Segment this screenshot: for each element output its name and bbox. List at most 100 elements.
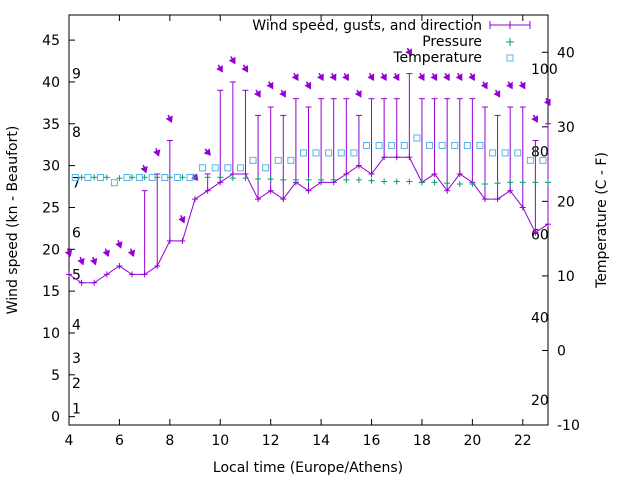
temperature-point xyxy=(136,174,144,182)
temperature-point xyxy=(249,156,257,164)
temperature-point xyxy=(262,164,270,172)
temperature-point xyxy=(350,149,358,157)
beaufort-label: 6 xyxy=(72,226,81,242)
wind-direction-arrowhead xyxy=(165,115,173,124)
wind-direction-arrowhead xyxy=(405,48,412,56)
temperature-point xyxy=(274,156,282,164)
temperature-point xyxy=(539,156,547,164)
wind-direction-arrowhead xyxy=(304,81,312,90)
axis-ticks: 4 6 8 10 12 14 16 18 20 22051015202530354045-1001… xyxy=(42,15,580,449)
temperature-point xyxy=(224,164,232,172)
temperature-point xyxy=(236,164,244,172)
temperature-point xyxy=(161,174,169,182)
wind-direction-arrowhead xyxy=(291,73,299,81)
wind-direction-arrowhead xyxy=(506,81,513,90)
y2-tick-label: -10 xyxy=(557,418,580,434)
wind-direction-arrowhead xyxy=(77,258,85,266)
beaufort-label: 5 xyxy=(72,267,81,283)
wind-direction-arrowhead xyxy=(443,73,450,81)
wind-direction-arrowhead xyxy=(228,56,236,65)
x-tick-label: 8 xyxy=(165,433,174,449)
plot-frame xyxy=(68,14,549,426)
wind-direction-arrowhead xyxy=(518,81,526,90)
legend: Wind speed, gusts, and direction Pressur… xyxy=(252,18,531,66)
y2-tick-label: 30 xyxy=(557,120,575,136)
y-tick-label: 40 xyxy=(42,75,60,91)
y2-tick-label: 40 xyxy=(557,45,575,61)
y2-tick-label: 10 xyxy=(557,269,575,285)
wind-direction-arrowhead xyxy=(203,148,211,156)
wind-direction-arrowhead xyxy=(102,249,110,258)
temperature-point xyxy=(97,174,105,182)
temperature-point xyxy=(312,149,320,157)
fahrenheit-label: 20 xyxy=(531,393,549,409)
wind-direction-arrowhead xyxy=(266,81,274,90)
wind-direction-arrowhead xyxy=(468,73,475,81)
wind-direction-arrowhead xyxy=(531,115,539,123)
beaufort-label: 7 xyxy=(72,175,81,191)
pressure-series xyxy=(78,174,551,188)
temperature-point xyxy=(299,149,307,157)
wind-direction-arrowhead xyxy=(64,249,73,258)
wind-direction-arrowhead xyxy=(342,73,349,81)
x-tick-label: 10 xyxy=(211,433,229,449)
legend-swatch-temperature xyxy=(506,54,514,62)
y-tick-label: 0 xyxy=(51,410,60,426)
wind-direction-arrowhead xyxy=(127,249,136,258)
y-tick-label: 10 xyxy=(42,326,60,342)
wind-direction-arrowhead xyxy=(455,73,463,81)
temperature-series xyxy=(71,134,547,187)
wind-series xyxy=(64,47,551,286)
temperature-point xyxy=(400,141,408,149)
y2-tick-label: 20 xyxy=(557,194,575,210)
temperature-point xyxy=(476,141,484,149)
temperature-point xyxy=(71,174,79,182)
temperature-point xyxy=(186,174,194,182)
x-tick-label: 18 xyxy=(413,433,431,449)
temperature-point xyxy=(148,174,156,182)
wind-direction-arrowhead xyxy=(354,90,362,98)
temperature-point xyxy=(325,149,333,157)
wind-direction-arrowhead xyxy=(380,73,387,81)
wind-direction-arrowhead xyxy=(367,73,375,81)
fahrenheit-label: 40 xyxy=(531,310,549,326)
wind-direction-arrowhead xyxy=(90,258,98,266)
wind-direction-arrowhead xyxy=(253,90,261,98)
temperature-point xyxy=(451,141,459,149)
temperature-point xyxy=(375,141,383,149)
wind-direction-arrowhead xyxy=(480,81,488,90)
wind-direction-arrowhead xyxy=(178,215,186,224)
temperature-point xyxy=(362,141,370,149)
x-tick-label: 20 xyxy=(463,433,481,449)
beaufort-label: 4 xyxy=(72,318,81,334)
temperature-point xyxy=(84,174,92,182)
wind-direction-arrowhead xyxy=(241,65,249,73)
y2-tick-label: 0 xyxy=(557,343,566,359)
temperature-point xyxy=(388,141,396,149)
temperature-point xyxy=(501,149,509,157)
wind-direction-arrowhead xyxy=(115,241,123,249)
temperature-point xyxy=(463,141,471,149)
wind-direction-arrowhead xyxy=(430,73,438,81)
wind-direction-arrowhead xyxy=(543,98,551,107)
temperature-point xyxy=(123,174,131,182)
y-tick-label: 20 xyxy=(42,242,60,258)
y-tick-label: 25 xyxy=(42,200,60,216)
wind-direction-arrowhead xyxy=(329,73,337,81)
temperature-point xyxy=(173,174,181,182)
wind-direction-arrowhead xyxy=(216,65,223,73)
x-tick-label: 12 xyxy=(262,433,280,449)
legend-label-pressure: Pressure xyxy=(422,34,482,50)
y-tick-label: 5 xyxy=(51,368,60,384)
legend-swatch-pressure xyxy=(506,38,514,46)
x-tick-label: 4 xyxy=(65,433,74,449)
temperature-point xyxy=(526,156,534,164)
temperature-point xyxy=(514,149,522,157)
temperature-point xyxy=(287,156,295,164)
beaufort-scale: 1 2 3 4 5 6 7 8 9 xyxy=(72,67,81,418)
y-tick-label: 30 xyxy=(42,159,60,175)
wind-direction-arrowhead xyxy=(417,73,425,81)
wind-direction-arrowhead xyxy=(493,90,501,98)
